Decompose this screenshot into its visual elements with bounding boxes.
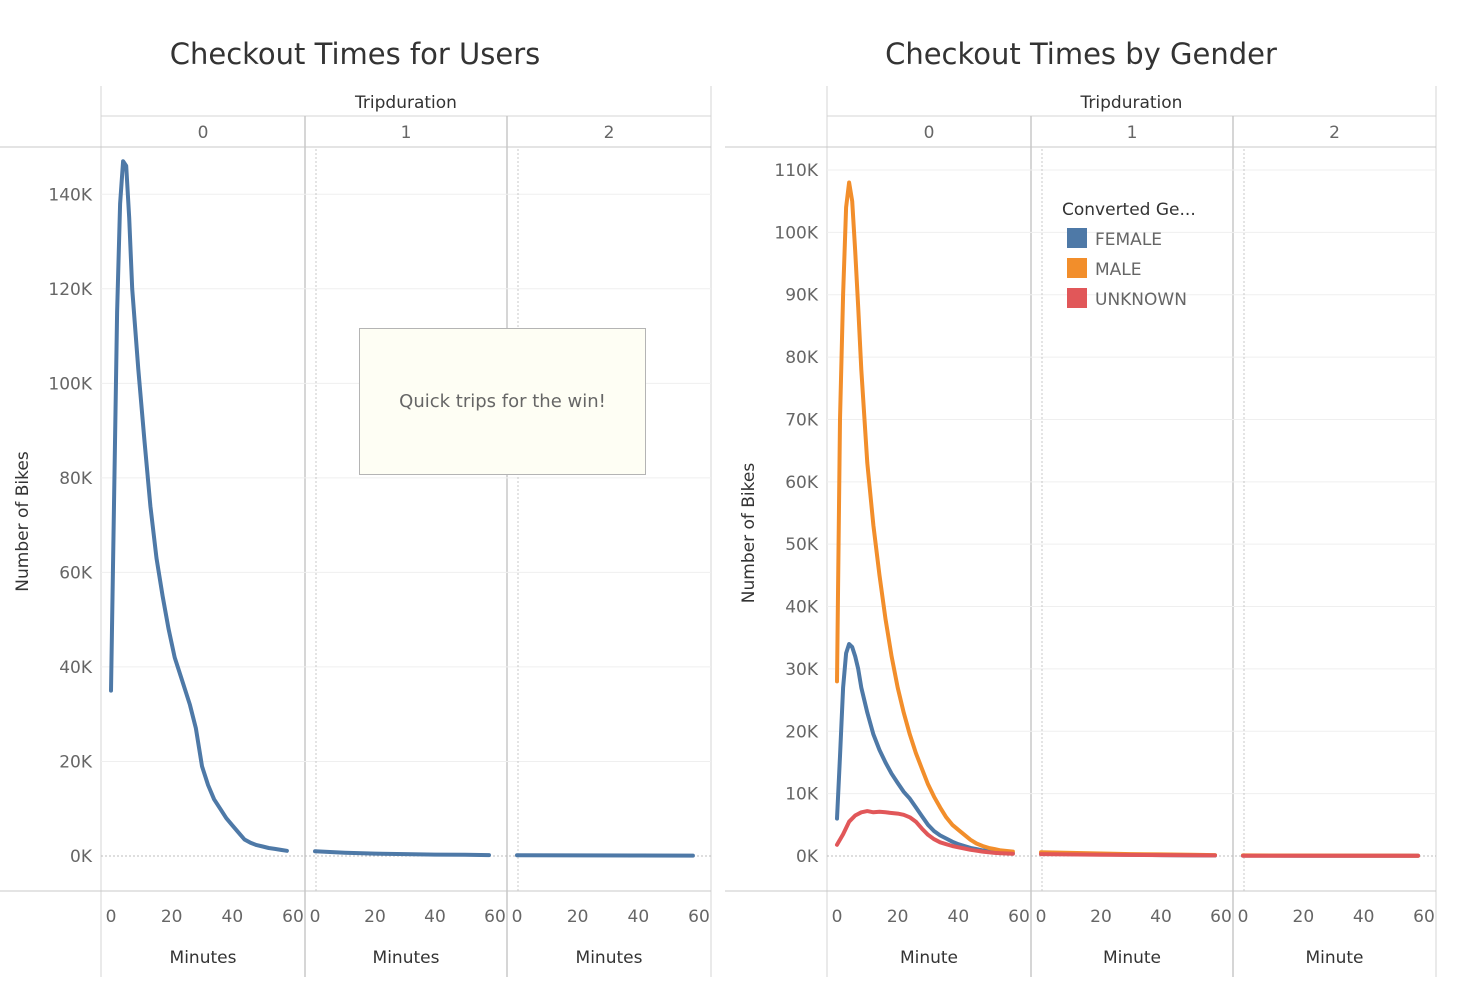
y-tick-label: 60K	[785, 473, 819, 493]
chart-title: Checkout Times for Users	[170, 37, 541, 71]
x-tick-label: 40	[628, 907, 650, 927]
y-tick-label: 30K	[785, 660, 819, 680]
y-tick-label: 100K	[48, 374, 92, 394]
x-tick-label: 40	[1150, 907, 1172, 927]
x-tick-label: 60	[688, 907, 710, 927]
y-tick-label: 100K	[774, 223, 818, 243]
x-tick-label: 0	[832, 907, 843, 927]
x-tick-label: 40	[222, 907, 244, 927]
x-tick-label: 20	[161, 907, 183, 927]
x-tick-label: 60	[1008, 907, 1030, 927]
legend-swatch	[1067, 228, 1087, 248]
x-axis-label: Minute	[1103, 948, 1161, 968]
series-line-male-panel-0	[837, 183, 1013, 852]
y-tick-label: 70K	[785, 410, 819, 430]
series-line-bikes-panel-0	[111, 161, 287, 851]
x-tick-label: 0	[512, 907, 523, 927]
x-axis-label: Minutes	[170, 948, 237, 968]
y-tick-label: 50K	[785, 535, 819, 555]
y-tick-label: 110K	[774, 161, 818, 181]
x-axis-label: Minutes	[373, 948, 440, 968]
y-axis-label: Number of Bikes	[13, 451, 33, 592]
column-label-0: 0	[924, 123, 935, 143]
column-label-0: 0	[198, 123, 209, 143]
annotation-box: Quick trips for the win!	[359, 328, 646, 475]
x-tick-label: 60	[484, 907, 506, 927]
legend-swatch	[1067, 258, 1087, 278]
x-tick-label: 20	[1293, 907, 1315, 927]
series-line-unknown-panel-1	[1041, 854, 1215, 855]
y-tick-label: 0K	[796, 847, 819, 867]
y-tick-label: 60K	[59, 563, 93, 583]
x-tick-label: 0	[106, 907, 117, 927]
x-axis-label: Minutes	[576, 948, 643, 968]
column-header: Tripduration	[1080, 93, 1183, 113]
legend-item-unknown: UNKNOWN	[1095, 290, 1187, 310]
annotation-text: Quick trips for the win!	[399, 391, 606, 412]
series-line-bikes-panel-1	[315, 851, 489, 855]
x-axis-label: Minute	[900, 948, 958, 968]
chart-title: Checkout Times by Gender	[885, 37, 1277, 71]
x-tick-label: 20	[364, 907, 386, 927]
y-tick-label: 20K	[59, 752, 93, 772]
y-tick-label: 40K	[59, 658, 93, 678]
x-tick-label: 20	[567, 907, 589, 927]
x-tick-label: 60	[1413, 907, 1435, 927]
column-label-1: 1	[1127, 123, 1138, 143]
x-tick-label: 60	[1210, 907, 1232, 927]
legend-title: Converted Ge...	[1062, 200, 1196, 220]
x-tick-label: 0	[310, 907, 321, 927]
legend: Converted Ge... FEMALE MALE UNKNOWN	[1062, 200, 1196, 310]
y-tick-label: 120K	[48, 280, 92, 300]
x-tick-label: 40	[948, 907, 970, 927]
legend-item-female: FEMALE	[1095, 230, 1162, 250]
y-tick-label: 80K	[785, 348, 819, 368]
x-axis-label: Minute	[1305, 948, 1363, 968]
series-line-female-panel-0	[837, 644, 1013, 853]
column-label-1: 1	[401, 123, 412, 143]
x-tick-label: 60	[282, 907, 304, 927]
legend-swatch	[1067, 288, 1087, 308]
x-tick-label: 20	[1090, 907, 1112, 927]
y-tick-label: 40K	[785, 598, 819, 618]
x-tick-label: 20	[887, 907, 909, 927]
legend-item-male: MALE	[1095, 260, 1142, 280]
y-tick-label: 90K	[785, 286, 819, 306]
y-tick-label: 80K	[59, 469, 93, 489]
x-tick-label: 0	[1238, 907, 1249, 927]
x-tick-label: 0	[1036, 907, 1047, 927]
y-tick-label: 10K	[785, 785, 819, 805]
y-tick-label: 20K	[785, 722, 819, 742]
column-header: Tripduration	[354, 93, 457, 113]
y-axis-label: Number of Bikes	[739, 463, 759, 604]
column-label-2: 2	[1329, 123, 1340, 143]
y-tick-label: 0K	[70, 847, 93, 867]
x-tick-label: 40	[1353, 907, 1375, 927]
column-label-2: 2	[604, 123, 615, 143]
x-tick-label: 40	[424, 907, 446, 927]
y-tick-label: 140K	[48, 185, 92, 205]
